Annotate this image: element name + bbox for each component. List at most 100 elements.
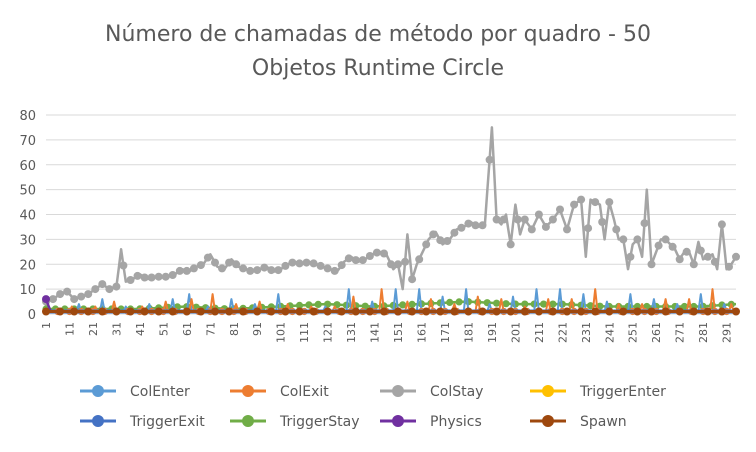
data-point-colstay — [471, 221, 480, 230]
data-point-spawn — [309, 307, 318, 316]
x-tick-label: 171 — [439, 322, 452, 343]
data-point-spawn — [619, 307, 628, 316]
data-point-colstay — [703, 252, 712, 261]
data-point-spawn — [717, 307, 726, 316]
data-point-colstay — [295, 259, 304, 268]
data-point-colstay — [513, 215, 522, 224]
data-point-colstay — [556, 205, 564, 214]
data-point-colstay — [98, 280, 107, 289]
data-point-colstay — [443, 237, 452, 245]
data-point-spawn — [577, 307, 586, 316]
data-point-colstay — [63, 287, 72, 296]
data-point-colstay — [196, 261, 205, 270]
data-point-colstay — [387, 260, 395, 269]
x-tick-label: 251 — [627, 322, 640, 343]
data-point-colstay — [119, 261, 128, 270]
data-point-colstay — [337, 261, 346, 270]
x-tick-label: 281 — [697, 322, 710, 343]
data-point-colstay — [140, 273, 149, 282]
data-point-colstay — [492, 215, 501, 224]
data-point-colstay — [239, 264, 248, 273]
y-tick-label: 30 — [19, 233, 36, 248]
data-point-colstay — [211, 258, 219, 267]
data-point-colstay — [154, 272, 163, 281]
data-point-spawn — [211, 307, 219, 316]
data-point-triggerstay — [540, 300, 548, 308]
data-point-colstay — [394, 260, 402, 269]
data-point-colstay — [682, 247, 691, 256]
data-point-colstay — [49, 295, 57, 304]
data-point-colstay — [70, 295, 79, 304]
data-point-colstay — [422, 240, 431, 249]
data-point-colstay — [591, 198, 600, 207]
data-point-colstay — [288, 258, 297, 267]
chart-title: Número de chamadas de método por quadro … — [0, 18, 756, 86]
data-point-colstay — [732, 252, 740, 261]
data-point-colstay — [380, 249, 388, 258]
x-tick-label: 291 — [721, 322, 734, 343]
x-tick-label: 61 — [181, 322, 194, 336]
x-tick-label: 131 — [345, 322, 358, 343]
data-point-colstay — [351, 256, 360, 265]
data-point-colstay — [464, 219, 473, 228]
data-point-spawn — [295, 307, 304, 316]
data-point-triggerstay — [408, 300, 416, 308]
data-point-colstay — [689, 260, 698, 269]
data-point-spawn — [661, 307, 670, 316]
data-point-colstay — [91, 285, 100, 294]
data-point-triggerstay — [455, 298, 463, 306]
data-point-spawn — [56, 307, 65, 316]
data-point-spawn — [548, 307, 557, 316]
data-point-spawn — [126, 307, 135, 316]
data-point-colstay — [506, 240, 515, 249]
legend-swatch-marker — [92, 385, 104, 397]
chart-title-line-2: Objetos Runtime Circle — [251, 56, 505, 81]
data-point-colstay — [541, 222, 550, 231]
data-point-colstay — [605, 198, 614, 207]
data-point-colstay — [661, 235, 670, 244]
data-point-triggerstay — [521, 300, 529, 308]
data-point-colstay — [710, 257, 719, 266]
data-point-triggerstay — [493, 299, 501, 307]
data-point-spawn — [154, 307, 163, 316]
data-point-spawn — [732, 307, 740, 316]
data-point-spawn — [84, 307, 93, 316]
data-point-spawn — [98, 307, 107, 316]
legend-label-colexit: ColExit — [280, 384, 329, 400]
data-point-colstay — [358, 256, 367, 265]
x-tick-label: 191 — [486, 322, 499, 343]
data-point-colstay — [675, 255, 684, 264]
data-point-colstay — [56, 290, 65, 299]
data-point-colstay — [619, 235, 628, 244]
data-point-colstay — [147, 273, 156, 282]
x-tick-label: 241 — [603, 322, 616, 343]
data-point-colstay — [534, 210, 543, 219]
data-point-spawn — [281, 307, 290, 316]
data-point-spawn — [365, 307, 374, 316]
data-point-spawn — [520, 307, 529, 316]
x-tick-label: 41 — [134, 322, 147, 336]
data-point-spawn — [591, 307, 600, 316]
y-tick-label: 20 — [19, 258, 36, 273]
data-point-spawn — [450, 307, 459, 316]
data-point-spawn — [492, 307, 501, 316]
data-point-colstay — [612, 225, 621, 234]
data-point-spawn — [380, 307, 388, 316]
data-point-spawn — [42, 307, 50, 316]
x-tick-label: 231 — [580, 322, 593, 343]
data-point-spawn — [140, 307, 149, 316]
data-point-colstay — [647, 260, 656, 269]
data-point-colstay — [161, 272, 170, 281]
x-tick-label: 211 — [533, 322, 546, 343]
legend-label-physics: Physics — [430, 414, 482, 430]
data-point-colstay — [527, 225, 536, 234]
data-point-spawn — [253, 307, 262, 316]
chart-title-line-1: Número de chamadas de método por quadro … — [105, 22, 651, 47]
data-point-spawn — [323, 307, 332, 316]
data-point-triggerstay — [399, 301, 407, 309]
data-point-colstay — [189, 264, 198, 273]
legend-swatch-marker — [542, 415, 554, 427]
data-point-spawn — [534, 307, 543, 316]
data-point-colstay — [253, 266, 262, 275]
